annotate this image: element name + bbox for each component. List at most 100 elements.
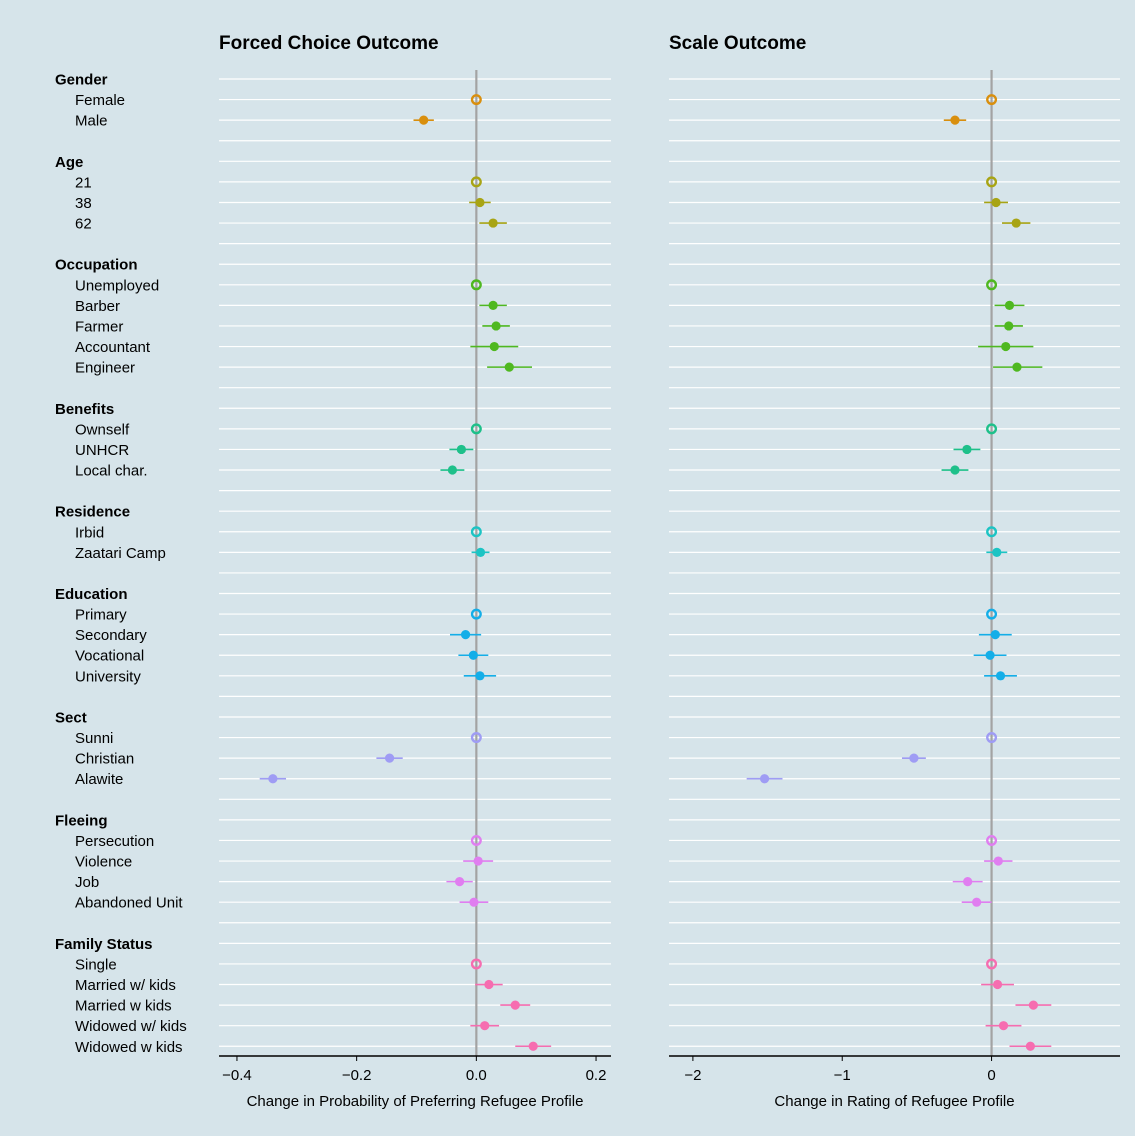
baseline-point-persecution (470, 834, 482, 846)
level-label-accountant: Accountant (75, 339, 151, 356)
level-label-engineer: Engineer (75, 360, 135, 377)
estimate-point-accountant (489, 341, 499, 352)
level-label-widowed-w-kids: Widowed w/ kids (75, 1018, 187, 1035)
estimate-point-christian (909, 753, 919, 763)
level-label-unemployed: Unemployed (75, 277, 159, 294)
estimate-point-widowed-w-kids (998, 1021, 1009, 1031)
attribute-header-sect: Sect (55, 709, 87, 726)
estimate-point-barber (488, 300, 498, 310)
estimate-point-widowed-w-kids (528, 1041, 538, 1051)
estimate-point-violence (993, 856, 1003, 866)
estimate-point-male (950, 115, 960, 125)
level-label-job: Job (75, 874, 99, 891)
level-label-sunni: Sunni (75, 730, 113, 747)
estimate-point-university (475, 671, 485, 681)
baseline-point-single (470, 958, 482, 970)
baseline-point-irbid (470, 526, 482, 538)
baseline-point-irbid (986, 526, 998, 538)
estimate-point-62 (488, 218, 498, 228)
row-labels: Gender Female Male Age 21 38 62 Occupation Unemp… (55, 72, 187, 1056)
estimate-point-farmer (1004, 321, 1014, 331)
attribute-header-gender: Gender (55, 72, 108, 89)
estimate-point-male (419, 115, 429, 125)
x-tick-label: −2 (684, 1067, 701, 1084)
baseline-point-single (986, 958, 998, 970)
estimate-point-married-w-kids (992, 979, 1003, 990)
panel-title: Forced Choice Outcome (219, 33, 439, 54)
baseline-point-ownself (470, 423, 482, 435)
estimate-point-zaatari-camp (992, 547, 1002, 557)
panel-scale: Scale Outcome −2 −1 0 Change in Rating of Re… (669, 33, 1120, 1110)
attribute-header-fleeing: Fleeing (55, 812, 108, 829)
baseline-point-sunni (986, 732, 998, 744)
baseline-point-sunni (470, 732, 482, 744)
level-label-married-w-kids: Married w/ kids (75, 977, 176, 994)
level-label-persecution: Persecution (75, 833, 154, 850)
level-label-secondary: Secondary (75, 627, 147, 644)
level-label-married-w-kids: Married w kids (75, 998, 172, 1015)
estimate-point-violence (473, 856, 483, 866)
x-tick-label: −0.4 (222, 1067, 252, 1084)
baseline-point-unemployed (470, 279, 482, 291)
x-tick-label: −1 (834, 1067, 851, 1084)
attribute-header-education: Education (55, 586, 128, 603)
level-label-widowed-w-kids: Widowed w kids (75, 1039, 183, 1056)
attribute-header-residence: Residence (55, 504, 130, 521)
level-label-female: Female (75, 92, 125, 109)
x-tick-label: 0 (987, 1067, 995, 1084)
estimate-point-widowed-w-kids (1025, 1041, 1035, 1051)
level-label-21: 21 (75, 174, 92, 191)
level-label-primary: Primary (75, 607, 127, 624)
level-label-unhcr: UNHCR (75, 442, 129, 459)
level-label-ownself: Ownself (75, 421, 130, 438)
baseline-point-21 (986, 176, 998, 188)
panel-title: Scale Outcome (669, 33, 806, 54)
estimate-point-job (963, 877, 973, 887)
x-axis-label: Change in Probability of Preferring Refu… (247, 1093, 584, 1110)
level-label-barber: Barber (75, 298, 120, 315)
x-tick-label: −0.2 (342, 1067, 372, 1084)
level-label-violence: Violence (75, 854, 132, 871)
estimate-point-farmer (491, 321, 501, 331)
level-label-male: Male (75, 113, 108, 130)
estimate-point-unhcr (456, 444, 466, 455)
estimate-point-christian (384, 753, 395, 763)
level-label-university: University (75, 668, 141, 685)
estimate-point-secondary (460, 630, 471, 640)
panel-forced-choice: Forced Choice Outcome −0.4 −0.2 0.0 0.2Chang… (219, 33, 611, 1110)
x-tick-label: 0.0 (466, 1067, 487, 1084)
estimate-point-accountant (1001, 341, 1011, 352)
level-label-vocational: Vocational (75, 648, 144, 665)
level-label-christian: Christian (75, 751, 134, 768)
level-label-farmer: Farmer (75, 318, 123, 335)
estimate-point-married-w-kids (484, 979, 494, 990)
level-label-62: 62 (75, 216, 92, 233)
estimate-point-abandoned-unit (972, 897, 982, 907)
baseline-point-ownself (986, 423, 998, 435)
baseline-point-female (470, 94, 482, 106)
attribute-header-occupation: Occupation (55, 257, 138, 274)
estimate-point-vocational (468, 650, 478, 660)
estimate-point-38 (475, 197, 485, 208)
baseline-point-primary (986, 608, 998, 620)
estimate-point-secondary (990, 630, 1000, 640)
baseline-point-female (986, 94, 998, 106)
estimate-point-widowed-w-kids (480, 1021, 490, 1031)
estimate-point-62 (1011, 218, 1021, 228)
baseline-point-persecution (986, 834, 998, 846)
estimate-point-job (454, 877, 465, 887)
level-label-irbid: Irbid (75, 524, 104, 541)
estimate-point-zaatari-camp (475, 547, 486, 557)
estimate-point-engineer (504, 362, 514, 372)
attribute-header-age: Age (55, 154, 83, 171)
level-label-local-char: Local char. (75, 463, 148, 480)
estimate-point-local-char (447, 465, 458, 475)
estimate-point-vocational (985, 650, 995, 660)
estimate-point-alawite (759, 774, 770, 784)
estimate-point-barber (1004, 300, 1015, 310)
estimate-point-abandoned-unit (469, 897, 479, 907)
estimate-point-married-w-kids (1028, 1000, 1038, 1010)
